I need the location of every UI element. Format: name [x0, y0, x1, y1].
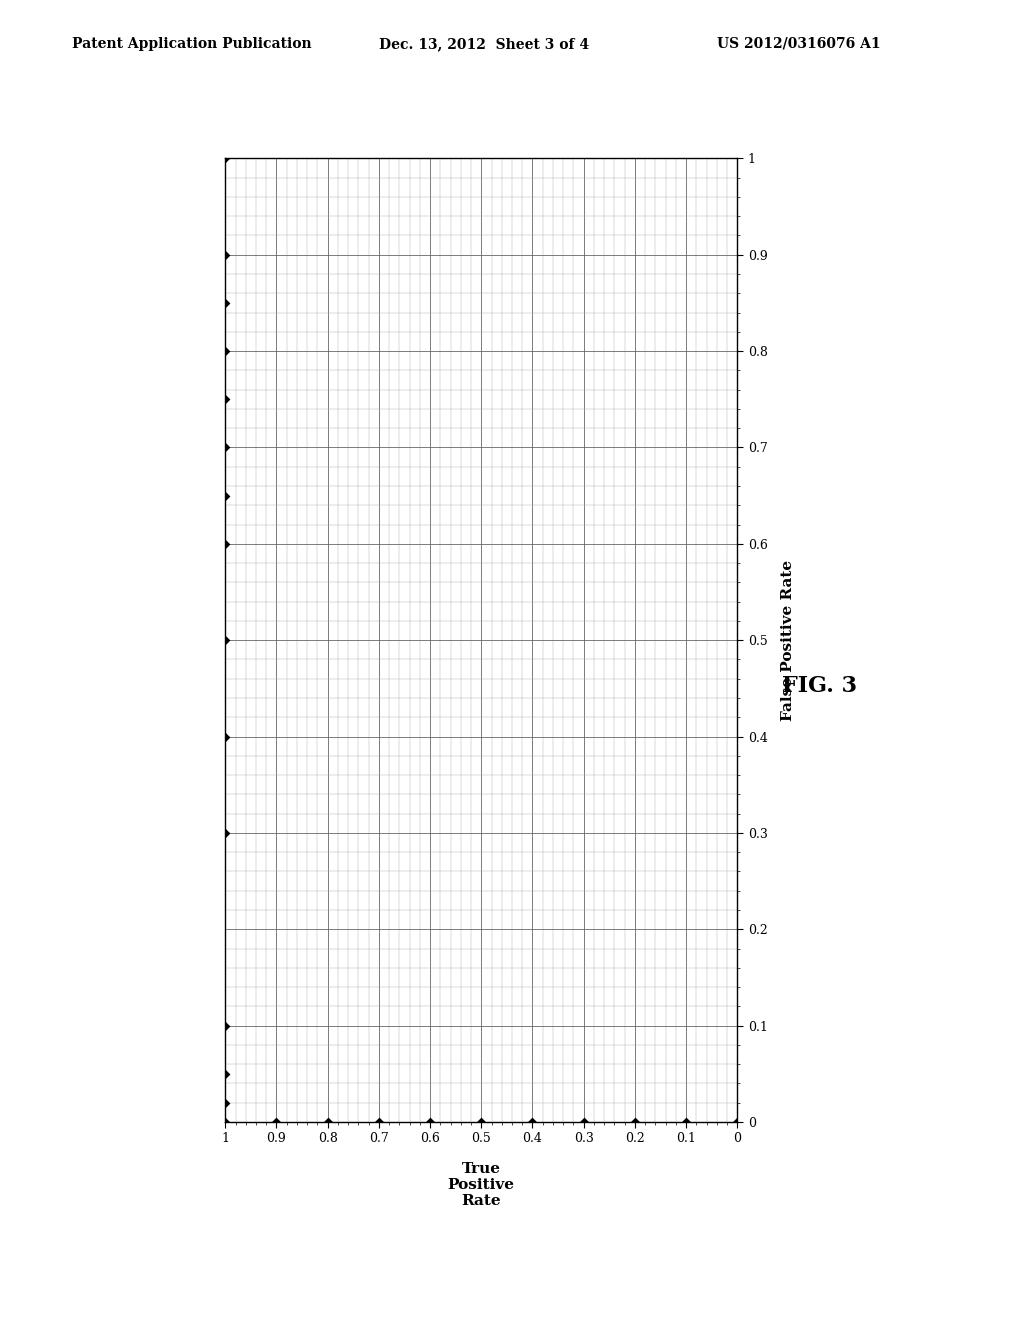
Point	[524, 1111, 541, 1133]
Point	[473, 1111, 489, 1133]
Point	[217, 822, 233, 843]
Point	[678, 1111, 694, 1133]
Point	[217, 341, 233, 362]
Point	[627, 1111, 643, 1133]
Point	[217, 1111, 233, 1133]
Point	[217, 1064, 233, 1085]
Point	[217, 533, 233, 554]
Text: US 2012/0316076 A1: US 2012/0316076 A1	[717, 37, 881, 51]
Point	[371, 1111, 387, 1133]
Point	[217, 293, 233, 314]
Point	[422, 1111, 438, 1133]
Point	[217, 244, 233, 265]
Point	[729, 1111, 745, 1133]
Point	[217, 1092, 233, 1113]
Point	[217, 1015, 233, 1036]
Point	[217, 148, 233, 169]
X-axis label: True
Positive
Rate: True Positive Rate	[447, 1162, 515, 1209]
Text: Dec. 13, 2012  Sheet 3 of 4: Dec. 13, 2012 Sheet 3 of 4	[379, 37, 589, 51]
Point	[217, 630, 233, 651]
Point	[268, 1111, 285, 1133]
Point	[217, 437, 233, 458]
Text: Patent Application Publication: Patent Application Publication	[72, 37, 311, 51]
Point	[217, 389, 233, 411]
Point	[575, 1111, 592, 1133]
Point	[217, 486, 233, 507]
Y-axis label: False Positive Rate: False Positive Rate	[781, 560, 796, 721]
Text: FIG. 3: FIG. 3	[781, 676, 857, 697]
Point	[319, 1111, 336, 1133]
Point	[217, 726, 233, 747]
